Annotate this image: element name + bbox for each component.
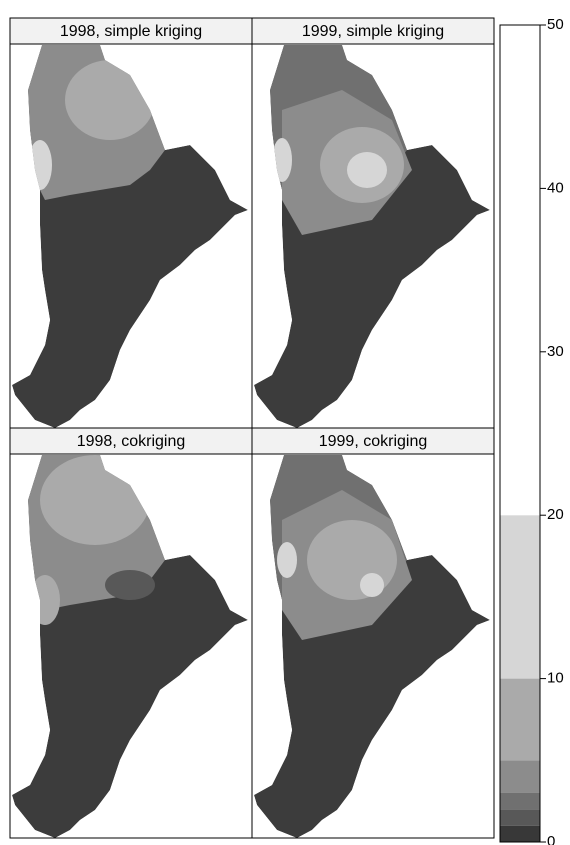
map-panel [254, 455, 490, 838]
map-panel [12, 45, 248, 428]
panel-title: 1999, simple kriging [302, 23, 444, 40]
panel-title: 1998, simple kriging [60, 23, 202, 40]
map-panel [12, 455, 248, 838]
key-tick-label: 20 [547, 506, 564, 523]
key-band [500, 826, 540, 842]
key-band [500, 793, 540, 809]
key-band [500, 25, 540, 515]
key-tick-label: 40 [547, 179, 564, 196]
key-tick-label: 50 [547, 16, 564, 33]
key-tick-label: 0 [547, 833, 555, 845]
key-band [500, 809, 540, 825]
map-panel [254, 45, 490, 428]
panel-title: 1999, cokriging [319, 433, 428, 450]
panel-title: 1998, cokriging [77, 433, 186, 450]
key-tick-label: 30 [547, 343, 564, 360]
key-band [500, 679, 540, 761]
page: {"chart_data": {"type": "levelplot", "pa… [0, 0, 570, 845]
key-tick-label: 10 [547, 670, 564, 687]
key-band [500, 760, 540, 793]
key-band [500, 515, 540, 678]
chart: 1998, simple kriging 1999, simple kriging… [0, 0, 570, 845]
